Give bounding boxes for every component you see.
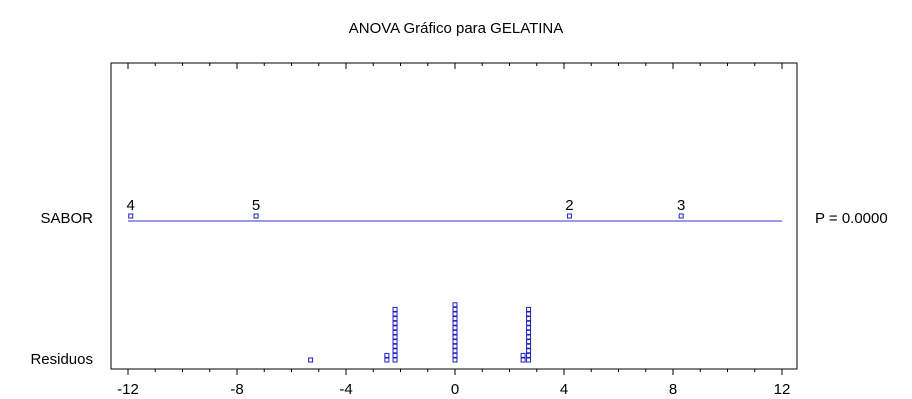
residual-point (452, 325, 458, 331)
residual-point (526, 352, 532, 358)
plot-frame (110, 62, 798, 370)
residual-point (452, 311, 458, 317)
residual-point (526, 325, 532, 331)
residual-point (526, 357, 532, 363)
x-tick-label: -12 (117, 381, 139, 398)
factor-level-label: 3 (677, 197, 685, 214)
residual-point (526, 311, 532, 317)
residual-point (520, 352, 526, 358)
factor-level-point (566, 213, 572, 219)
residual-point (526, 329, 532, 335)
factor-level-point (128, 213, 134, 219)
residual-point (526, 339, 532, 345)
residual-point (384, 357, 390, 363)
residual-point (308, 357, 314, 363)
p-value-label: P = 0.0000 (815, 210, 888, 227)
x-tick-label: -8 (230, 381, 243, 398)
bottom-ticks (127, 369, 783, 375)
residual-point (452, 329, 458, 335)
residual-point (520, 357, 526, 363)
residual-point (392, 306, 398, 312)
factor-level-label: 5 (252, 197, 260, 214)
residual-point (452, 348, 458, 354)
residual-point (392, 329, 398, 335)
residual-point (452, 302, 458, 308)
factor-level-markers: 4 5 2 3 (127, 197, 685, 219)
residual-point (392, 316, 398, 322)
residual-point (526, 320, 532, 326)
residuals-label: Residuos (30, 351, 93, 368)
residual-point (392, 343, 398, 349)
factor-level-label: 4 (127, 197, 135, 214)
residual-point (392, 357, 398, 363)
chart-title: ANOVA Gráfico para GELATINA (349, 20, 564, 37)
residual-point (392, 311, 398, 317)
top-ticks (127, 63, 783, 69)
x-tick-labels: -12 -8 -4 0 4 8 12 (117, 381, 790, 398)
residual-point (384, 352, 390, 358)
residual-point (526, 316, 532, 322)
residual-point (452, 306, 458, 312)
residual-point (526, 306, 532, 312)
residual-point (452, 339, 458, 345)
residual-point (392, 348, 398, 354)
residual-point (526, 334, 532, 340)
factor-level-point (678, 213, 684, 219)
residual-point (452, 357, 458, 363)
residual-point (392, 320, 398, 326)
residual-point (526, 348, 532, 354)
factor-level-point (253, 213, 259, 219)
factor-level-label: 2 (565, 197, 573, 214)
x-tick-label: 8 (669, 381, 677, 398)
residual-point (392, 352, 398, 358)
residual-point (452, 343, 458, 349)
residual-point (452, 316, 458, 322)
x-tick-label: -4 (339, 381, 352, 398)
residual-point (392, 325, 398, 331)
residual-point (392, 339, 398, 345)
residual-point (452, 334, 458, 340)
residual-point (526, 343, 532, 349)
residual-markers (308, 302, 532, 363)
residual-point (452, 320, 458, 326)
factor-label: SABOR (40, 210, 93, 227)
residual-point (452, 352, 458, 358)
x-tick-label: 0 (451, 381, 459, 398)
residual-point (392, 334, 398, 340)
x-tick-label: 12 (774, 381, 791, 398)
x-tick-label: 4 (560, 381, 568, 398)
